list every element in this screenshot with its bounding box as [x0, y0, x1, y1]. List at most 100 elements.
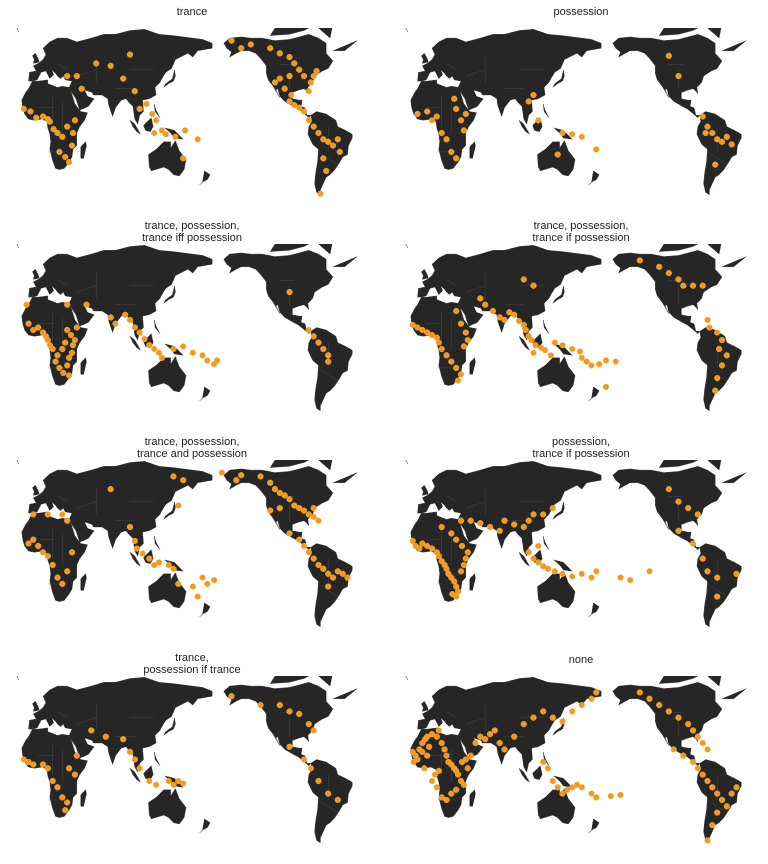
panel-title-line: trance if possession [532, 448, 630, 460]
society-point [540, 758, 547, 766]
land-arctic_is [269, 460, 310, 468]
society-point [718, 796, 726, 804]
society-point [291, 101, 298, 109]
society-point [286, 496, 293, 503]
society-point [305, 117, 312, 124]
society-point [133, 545, 140, 552]
society-point [286, 530, 293, 537]
society-point [25, 320, 32, 327]
society-point [64, 326, 71, 334]
society-point [334, 796, 341, 804]
society-point [694, 733, 701, 740]
society-point [428, 331, 436, 339]
society-point [467, 752, 474, 759]
country-border [76, 69, 97, 77]
society-point [511, 521, 518, 528]
society-point [453, 307, 460, 315]
panel-title: possession [389, 6, 768, 18]
society-point [704, 837, 711, 844]
society-point [155, 559, 163, 566]
land-madagascar [80, 357, 87, 375]
land-namerica [612, 34, 723, 119]
panel-title-line: trance, [175, 652, 209, 664]
world-map [16, 460, 358, 628]
land-greenland [405, 244, 747, 267]
society-point [228, 37, 235, 44]
society-point [323, 167, 330, 175]
society-point [305, 88, 312, 95]
society-point [271, 486, 279, 493]
society-point [286, 98, 293, 105]
society-point [583, 358, 590, 365]
country-border [707, 583, 727, 597]
society-point [286, 743, 293, 750]
society-point [602, 357, 610, 364]
society-point [441, 746, 448, 753]
society-point [165, 777, 172, 785]
society-point [593, 568, 600, 575]
society-point [656, 263, 663, 270]
society-point [559, 342, 566, 349]
society-point [65, 765, 73, 772]
society-point [699, 771, 706, 778]
society-point [530, 349, 537, 356]
society-point [702, 129, 709, 137]
society-point [578, 702, 585, 709]
country-border [318, 151, 338, 165]
society-point [136, 329, 143, 336]
land-madagascar [80, 141, 87, 159]
society-point [414, 324, 421, 331]
panel-title-line: trance iff possession [141, 232, 243, 244]
society-point [158, 127, 166, 134]
society-point [271, 79, 279, 86]
society-point [175, 502, 182, 509]
society-point [656, 702, 663, 709]
society-point [588, 695, 595, 702]
society-point [636, 257, 643, 264]
society-point [699, 113, 706, 120]
society-point [59, 794, 66, 801]
society-point [714, 329, 721, 336]
society-point [59, 580, 66, 588]
society-point [477, 733, 484, 740]
society-point [64, 799, 71, 806]
society-point [530, 91, 537, 99]
society-point [54, 574, 61, 581]
society-point [569, 784, 576, 791]
society-point [329, 142, 337, 149]
society-point [602, 383, 610, 391]
world-map [405, 244, 747, 412]
society-point [535, 117, 542, 124]
society-point [451, 95, 458, 102]
society-point [139, 550, 146, 557]
society-point [315, 339, 322, 346]
society-point [588, 362, 595, 369]
society-point [699, 555, 706, 562]
society-point [419, 326, 426, 334]
land-namerica [612, 466, 723, 551]
society-point [460, 343, 468, 350]
society-point [107, 486, 114, 493]
land-borneo [143, 765, 154, 780]
panel-title-line: possession, [551, 436, 611, 448]
society-point [612, 358, 619, 365]
land-indonesia1 [518, 120, 530, 135]
country-border [57, 711, 68, 718]
society-point [122, 311, 129, 318]
society-point [296, 710, 303, 718]
society-point [300, 108, 308, 115]
society-point [530, 555, 537, 562]
society-point [636, 689, 643, 696]
society-point [706, 324, 713, 331]
society-point [464, 336, 471, 344]
society-point [126, 51, 134, 58]
land-borneo [143, 117, 154, 132]
society-point [549, 777, 556, 785]
society-point [569, 573, 576, 580]
land-britain [421, 484, 429, 496]
society-point [714, 574, 721, 581]
land-arctic_is [658, 28, 699, 36]
society-point [305, 549, 312, 556]
society-point [313, 67, 320, 75]
society-point [675, 714, 682, 721]
